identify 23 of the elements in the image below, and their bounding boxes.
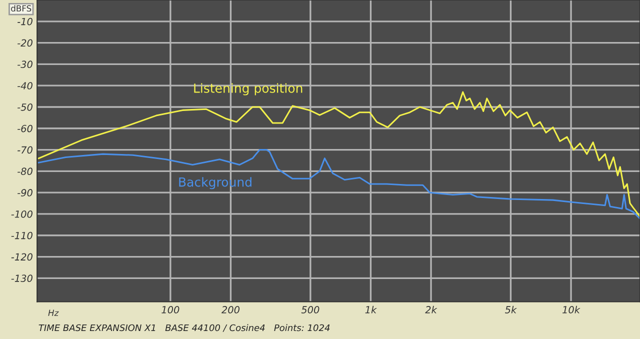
x-tick-label: 5k xyxy=(505,306,517,314)
y-tick-label: -70 xyxy=(18,146,32,154)
x-tick-label: 2k xyxy=(425,306,438,314)
x-tick-label: 1k xyxy=(365,306,377,314)
y-tick-label: -120 xyxy=(11,253,32,261)
y-tick-label: -10 xyxy=(18,18,32,26)
x-axis-title: Hz xyxy=(48,310,59,316)
x-tick-label: 100 xyxy=(162,306,180,314)
y-tick-label: -100 xyxy=(11,210,32,218)
y-tick-label: -50 xyxy=(18,103,32,111)
y-tick-label: -90 xyxy=(18,189,32,196)
x-tick-label: 10k xyxy=(562,306,580,314)
y-tick-label: -60 xyxy=(18,124,32,132)
y-tick-label: -130 xyxy=(11,274,32,282)
y-tick-label: -110 xyxy=(11,232,32,240)
y-tick-label: -20 xyxy=(18,39,32,47)
text: TIME BASE EXPANSION X1 BASE 44100 / Cosine4 Points: 1024 xyxy=(38,324,330,332)
y-tick-label: -80 xyxy=(18,168,32,176)
x-tick-label: 200 xyxy=(221,306,240,314)
y-tick-label: -30 xyxy=(18,60,32,68)
x-tick-label: 500 xyxy=(301,306,320,314)
y-axis-title: dBFS xyxy=(11,5,32,12)
y-tick-label: -40 xyxy=(18,82,32,90)
